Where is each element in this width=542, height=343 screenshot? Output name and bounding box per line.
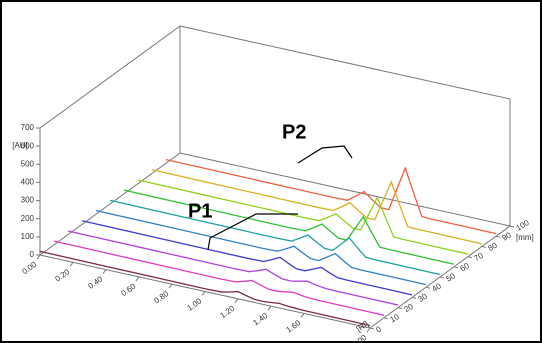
trace [81,220,413,296]
trace [109,199,441,276]
z-tick-label: 0 [375,324,384,334]
y-tick-label: 500 [21,159,35,168]
trace [39,250,371,327]
x-tick-label: 2.00 [350,333,368,343]
y-axis-label: [AU] [12,141,28,150]
x-tick [102,269,107,274]
x-tick [36,254,41,260]
annotation: P2 [282,121,306,143]
frame-edge [179,25,511,100]
y-tick-label: 700 [21,123,35,132]
y-tick-label: 600 [21,141,35,150]
z-tick [383,317,389,320]
y-tick-label: 300 [21,196,35,205]
x-tick [69,261,74,267]
y-tick-label: 100 [21,232,35,241]
trace [123,189,455,265]
x-tick [300,313,305,318]
frame-edge [179,152,511,227]
x-tick [168,283,173,289]
y-tick-label: 400 [21,178,35,187]
annotation: P1 [188,200,212,222]
x-tick [201,291,206,296]
z-tick [481,245,487,248]
frame-edge [39,25,181,129]
z-tick [495,235,501,238]
annotation-bracket [207,213,298,251]
z-tick [369,327,375,330]
z-tick [467,256,473,259]
y-tick-label: 0 [30,250,35,259]
trace [53,240,385,316]
z-axis-label: [mm] [516,233,534,242]
z-tick [453,266,459,269]
x-tick [366,327,371,333]
trace [95,209,427,286]
annotation-bracket [297,145,353,164]
z-tick [439,276,445,279]
trace [137,179,469,255]
frame-edge [39,152,181,256]
z-tick [509,225,515,228]
x-tick [234,298,239,304]
y-tick-label: 200 [21,214,35,223]
trace [67,230,399,306]
z-tick [425,286,431,289]
z-tick [397,307,403,310]
x-tick [135,276,140,282]
z-tick [411,296,417,299]
x-tick [267,305,272,311]
